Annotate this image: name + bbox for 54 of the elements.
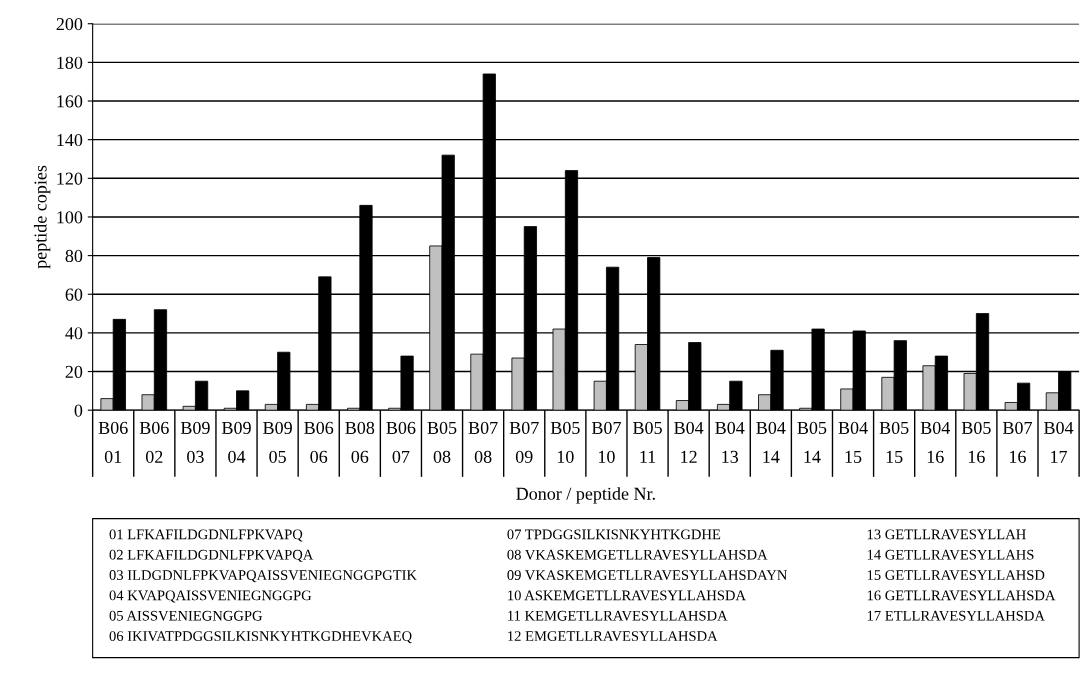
x-tick-label: B04 13 — [715, 421, 745, 463]
text: 04 KVAPQAISSVENIEGNGGPG — [109, 590, 312, 603]
x-tick-label: B04 17 — [1044, 421, 1074, 463]
x-tick-label: B04 14 — [756, 421, 786, 463]
y-tick-label: 200 — [56, 17, 83, 31]
text: 02 LFKAFILDGDNLFPKVAPQA — [109, 549, 314, 562]
x-tick-label: B06 02 — [139, 421, 169, 463]
y-tick-label: 60 — [65, 288, 83, 301]
text: 06 IKIVATPDGGSILKISNKYHTKGDHEVKAEQ — [109, 631, 412, 644]
text: 17 ETLLRAVESYLLAHSDA — [867, 610, 1045, 621]
x-tick-label: B05 15 — [879, 421, 909, 463]
x-tick-label: B05 14 — [797, 421, 827, 463]
x-tick-label: B09 04 — [221, 421, 251, 463]
x-tick-label: B04 12 — [674, 421, 704, 463]
text: 15 GETLLRAVESYLLAHSD — [867, 570, 1045, 581]
y-axis-title: peptide copies — [33, 165, 51, 269]
x-tick-label: B05 11 — [633, 421, 662, 463]
y-tick-label: 160 — [57, 95, 83, 108]
x-tick-label: B07 08 — [468, 421, 498, 463]
x-tick-label: B05 10 — [550, 421, 580, 463]
text: 09 VKASKEMGETLLRAVESYLLAHSDAYN — [507, 570, 788, 581]
x-tick-label: B08 06 — [345, 421, 375, 463]
x-tick-label: B06 07 — [386, 421, 416, 463]
text: 16 GETLLRAVESYLLAHSDA — [867, 590, 1056, 601]
x-tick-label: B06 01 — [98, 421, 128, 463]
x-axis-title: Donor / peptide Nr. — [516, 487, 655, 504]
y-tick-label: 40 — [65, 327, 83, 340]
y-tick-label: 80 — [65, 249, 83, 263]
y-tick-label: 20 — [65, 365, 83, 378]
x-tick-label: B04 15 — [838, 421, 868, 463]
y-tick-label: 100 — [57, 211, 83, 224]
text: 01 LFKAFILDGDNLFPKVAPQ — [109, 529, 303, 542]
x-tick-label: B04 16 — [920, 421, 951, 463]
text: 11 KEMGETLLRAVESYLLAHSDA — [508, 610, 728, 621]
text: 08 VKASKEMGETLLRAVESYLLAHSDA — [507, 549, 768, 560]
y-tick-label: 180 — [57, 56, 83, 69]
y-tick-label: 140 — [57, 133, 83, 147]
text: 03 ILDGDNLFPKVAPQAISSVENIEGNGGPGTIK — [109, 570, 417, 583]
x-tick-label: B06 06 — [304, 421, 334, 463]
x-tick-label: B07 10 — [591, 421, 621, 463]
y-tick-label: 0 — [74, 404, 83, 417]
text: 05 AISSVENIEGNGGPG — [109, 610, 263, 621]
x-tick-label: B09 03 — [180, 421, 210, 463]
text: 14 GETLLRAVESYLLAHS — [867, 549, 1034, 560]
text: 13 GETLLRAVESYLLAH — [867, 529, 1026, 540]
text: 10 ASKEMGETLLRAVESYLLAHSDA — [508, 590, 746, 601]
x-tick-label: B07 16 — [1002, 421, 1032, 463]
text: 07 TPDGGSILKISNKYHTKGDHE — [507, 529, 721, 540]
x-tick-label: B05 08 — [427, 421, 457, 463]
y-tick-label: 120 — [57, 172, 83, 185]
x-tick-label: B09 05 — [263, 421, 292, 463]
x-tick-label: B07 09 — [509, 421, 539, 463]
x-tick-label: B05 16 — [961, 421, 991, 463]
text: 12 EMGETLLRAVESYLLAHSDA — [508, 631, 718, 642]
